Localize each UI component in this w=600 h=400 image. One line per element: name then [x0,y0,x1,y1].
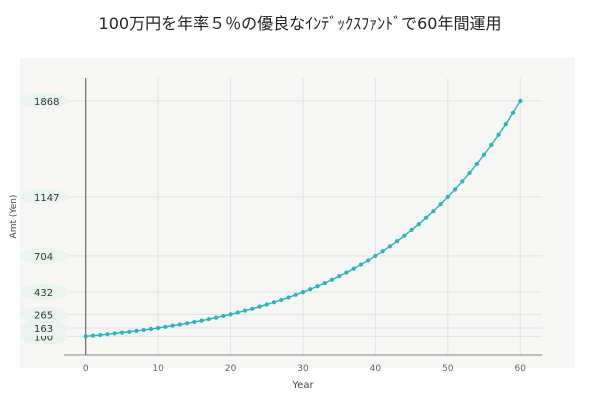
data-point [510,110,516,115]
chart-title: 100万円を年率５％の優良なｲﾝﾃﾞｯｸｽﾌｧﾝﾄﾞで60年間運用 [98,14,502,33]
data-point [264,302,269,307]
data-point [286,295,291,300]
data-point [279,297,284,303]
data-point [105,332,110,337]
data-point [380,249,385,254]
data-point [156,325,161,331]
data-point [467,170,472,176]
data-point [416,221,421,227]
data-point [134,328,139,333]
data-point [177,322,182,327]
y-tick-label: 100 [34,332,53,343]
y-tick-label-background [20,247,68,264]
y-tick-label: 432 [34,288,53,299]
data-point [170,323,175,328]
y-tick-label-background [20,284,68,301]
x-axis-label: Year [291,380,314,391]
y-axis-label: Amt (Yen) [9,195,19,239]
x-tick-label: 30 [297,364,309,374]
y-tick-label: 704 [34,252,53,263]
data-point [474,161,479,167]
data-point [452,187,458,192]
data-point [402,233,407,238]
x-tick-label: 50 [442,364,454,374]
data-point [271,300,277,305]
data-point [395,239,400,244]
y-tick-label-background [20,92,68,109]
data-point [242,308,248,313]
x-tick-label: 10 [152,364,164,374]
data-point [358,262,364,267]
data-point [148,326,154,332]
data-point [192,319,197,325]
data-point [300,290,306,295]
y-tick-label-background [20,188,68,205]
plot-background [20,58,575,368]
data-point [185,321,190,326]
data-point [351,266,356,271]
data-point [460,179,465,184]
y-tick-label-background [20,306,68,323]
data-point [424,215,429,220]
data-point [221,313,226,319]
data-point [293,292,298,297]
data-point [445,194,450,200]
data-point [83,334,88,339]
data-point [112,331,117,336]
data-point [141,327,146,333]
data-point [119,330,125,335]
x-tick-label: 60 [515,364,527,374]
y-tick-label-background [20,319,68,336]
data-point [344,270,349,275]
data-point [373,253,378,259]
x-tick-label: 40 [370,364,382,374]
y-tick-label: 1147 [34,193,59,204]
data-point [322,280,327,286]
data-point [387,244,393,249]
data-point [337,274,342,279]
data-point [90,333,96,338]
x-tick-label: 20 [225,364,237,374]
x-tick-label: 0 [83,364,89,374]
data-point [98,332,103,338]
y-tick-label: 163 [34,324,53,335]
data-point [127,329,132,334]
data-point [228,312,233,317]
data-point [206,317,211,322]
data-point [409,227,414,233]
data-point [503,121,508,127]
data-point [250,306,255,311]
data-point [366,258,371,263]
data-point [431,209,436,214]
data-point [163,324,168,330]
y-tick-label: 265 [34,310,53,321]
data-point [199,318,204,323]
data-point [235,310,240,315]
data-point [481,152,487,157]
data-point [489,142,494,148]
data-point [518,98,523,104]
data-point [315,284,320,289]
data-point [213,315,219,320]
data-point [438,202,443,207]
data-point [257,304,262,309]
data-point [496,132,501,137]
data-point [329,277,335,282]
data-point [308,287,313,292]
y-tick-label: 1868 [34,97,59,108]
